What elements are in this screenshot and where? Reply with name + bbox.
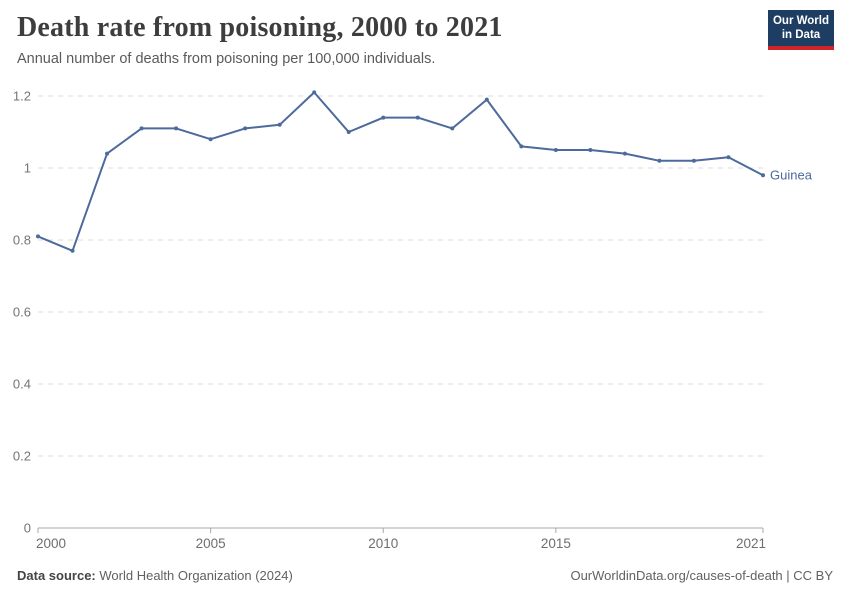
y-tick-label: 1.2	[13, 89, 31, 104]
data-point	[277, 122, 282, 127]
owid-logo-line1: Our World	[772, 15, 829, 27]
data-point	[519, 144, 524, 149]
x-tick-label: 2021	[736, 536, 766, 551]
data-point	[415, 115, 420, 120]
data-point	[691, 158, 696, 163]
chart-title: Death rate from poisoning, 2000 to 2021	[17, 12, 503, 43]
data-point	[208, 137, 213, 142]
data-source-label: Data source:	[17, 568, 96, 583]
x-tick-label: 2005	[196, 536, 226, 551]
series-label[interactable]: Guinea	[770, 168, 813, 183]
footer-link[interactable]: OurWorldinData.org/causes-of-death | CC …	[570, 568, 833, 583]
data-point	[36, 234, 40, 239]
data-source: Data source: World Health Organization (…	[17, 568, 293, 583]
data-point	[553, 148, 558, 152]
data-point	[484, 97, 489, 102]
data-point	[70, 248, 75, 253]
x-tick-label: 2015	[541, 536, 571, 551]
data-source-value: World Health Organization (2024)	[99, 568, 293, 583]
data-point	[105, 151, 110, 156]
x-tick-label: 2010	[368, 536, 398, 551]
chart-line	[37, 91, 764, 252]
data-point	[726, 155, 731, 160]
data-point	[657, 158, 662, 163]
data-point	[761, 173, 765, 178]
data-point	[588, 148, 593, 152]
y-tick-label: 0.6	[13, 305, 31, 320]
y-tick-label: 0.4	[13, 377, 31, 392]
data-point	[622, 151, 627, 156]
x-tick-label: 2000	[36, 536, 66, 551]
chart-footer: Data source: World Health Organization (…	[17, 568, 833, 583]
data-point	[381, 115, 386, 120]
y-tick-label: 0.2	[13, 449, 31, 464]
data-point	[174, 126, 179, 131]
y-tick-label: 1	[24, 161, 31, 176]
y-tick-label: 0.8	[13, 233, 31, 248]
data-point	[243, 126, 248, 131]
data-point	[450, 126, 455, 131]
owid-logo[interactable]: Our World in Data	[768, 10, 834, 50]
y-tick-label: 0	[24, 521, 31, 536]
data-point	[312, 90, 317, 95]
line-chart: 0 0.2 0.4 0.6 0.8 1 1.2 2000 2005 2010 2015 2021 Gui…	[13, 89, 813, 552]
chart-subtitle: Annual number of deaths from poisoning p…	[17, 51, 436, 67]
data-point	[346, 130, 351, 134]
data-point	[139, 126, 144, 131]
owid-logo-line2: in Data	[781, 29, 821, 41]
